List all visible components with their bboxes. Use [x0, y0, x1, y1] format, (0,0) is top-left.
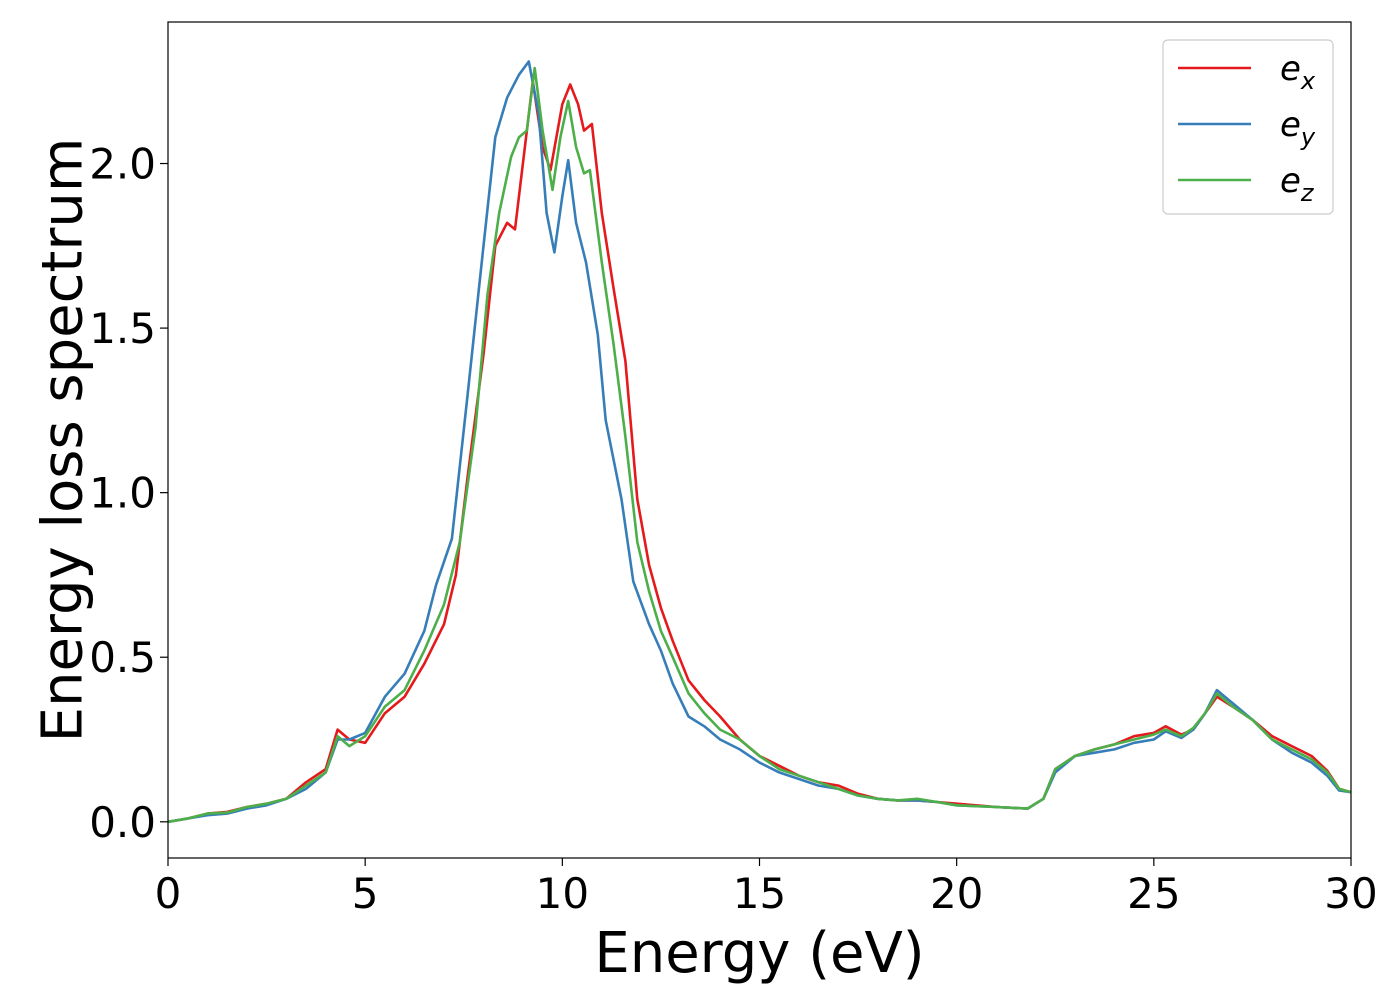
legend-box — [1162, 39, 1334, 215]
series-line-z — [168, 66, 1351, 824]
series-line-y — [168, 60, 1351, 824]
y-tick-label: 2.0 — [89, 140, 156, 189]
plot-layer — [168, 60, 1351, 824]
x-tick-label: 25 — [1127, 869, 1180, 918]
legend-label-x: ex — [1280, 49, 1316, 95]
y-tick-label: 0.5 — [89, 633, 156, 682]
x-tick-label: 15 — [733, 869, 786, 918]
x-tick-label: 30 — [1324, 869, 1377, 918]
y-tick-label: 1.0 — [89, 469, 156, 518]
x-axis-title: Energy (eV) — [594, 921, 924, 986]
series-line-x — [168, 79, 1351, 824]
x-tick-label: 20 — [930, 869, 983, 918]
x-tick-label: 10 — [536, 869, 589, 918]
ticks-layer: 0 5 10 15 20 25 30 0.0 0.5 1.0 1.5 2.0 — [89, 140, 1378, 918]
y-axis-title: Energy loss spectrum — [31, 138, 96, 743]
y-tick-label: 0.0 — [89, 798, 156, 847]
y-tick-label: 1.5 — [89, 304, 156, 353]
x-tick-label: 5 — [352, 869, 379, 918]
x-tick-label: 0 — [155, 869, 182, 918]
